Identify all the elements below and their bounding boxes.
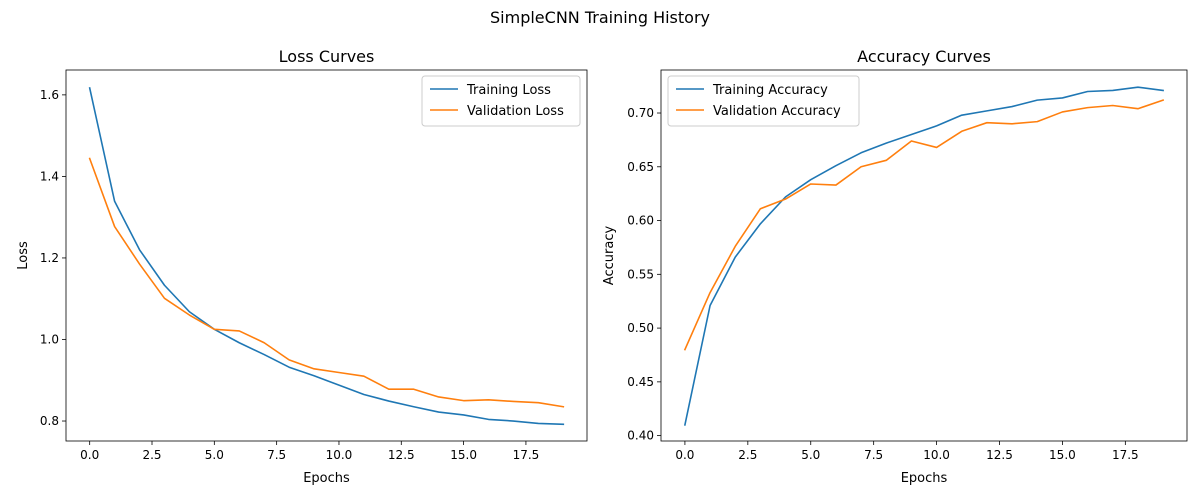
- accuracy-x-tick-label: 5.0: [801, 448, 820, 462]
- accuracy-legend-label-0: Training Accuracy: [712, 83, 828, 98]
- accuracy-y-tick-label: 0.70: [627, 106, 654, 120]
- loss-legend-box: [421, 75, 581, 127]
- accuracy-series-line-1: [683, 99, 1165, 351]
- loss-x-axis-label: Epochs: [303, 471, 350, 486]
- accuracy-legend-label-1: Validation Accuracy: [713, 104, 841, 119]
- accuracy-x-tick-label: 17.5: [1112, 448, 1139, 462]
- loss-series-line-1: [88, 157, 565, 408]
- loss-y-tick-label: 1.0: [40, 332, 59, 346]
- loss-x-tick-label: 10.0: [326, 448, 353, 462]
- accuracy-y-axis-label: Accuracy: [602, 226, 617, 286]
- loss-axes-title: Loss Curves: [279, 47, 375, 66]
- accuracy-x-tick-label: 0.0: [675, 448, 694, 462]
- accuracy-y-tick-label: 0.50: [627, 321, 654, 335]
- accuracy-y-tick-label: 0.40: [627, 429, 654, 443]
- loss-x-tick-label: 15.0: [450, 448, 477, 462]
- loss-x-tick-label: 0.0: [80, 448, 99, 462]
- loss-x-tick-label: 2.5: [142, 448, 161, 462]
- loss-y-tick-label: 1.2: [40, 251, 59, 265]
- accuracy-x-tick-label: 7.5: [864, 448, 883, 462]
- loss-legend: Training Loss Validation Loss: [421, 75, 581, 127]
- loss-y-tick-label: 1.4: [40, 169, 59, 183]
- loss-y-tick-label: 0.8: [40, 414, 59, 428]
- loss-x-tick-label: 12.5: [388, 448, 415, 462]
- loss-series-line-0: [88, 86, 565, 426]
- loss-axes: Loss Curves 0.0 2.5 5.0 7.5 10.0 12.5 15.0 17.5 0…: [16, 47, 588, 486]
- loss-x-tick-label: 5.0: [205, 448, 224, 462]
- accuracy-x-tick-label: 12.5: [986, 448, 1013, 462]
- accuracy-y-tick-label: 0.55: [627, 267, 654, 281]
- accuracy-legend-box: [667, 75, 860, 127]
- accuracy-axes: Accuracy Curves 0.0 2.5 5.0 7.5 10.0 12.5 15.0 1…: [602, 47, 1188, 486]
- accuracy-y-tick-label: 0.45: [627, 375, 654, 389]
- accuracy-axes-title: Accuracy Curves: [857, 47, 991, 66]
- loss-x-tick-label: 7.5: [267, 448, 286, 462]
- figure-suptitle: SimpleCNN Training History: [490, 8, 710, 27]
- accuracy-x-tick-label: 10.0: [923, 448, 950, 462]
- loss-legend-label-1: Validation Loss: [467, 104, 564, 119]
- accuracy-y-tick-label: 0.65: [627, 160, 654, 174]
- loss-y-tick-label: 1.6: [40, 88, 59, 102]
- accuracy-x-axis-label: Epochs: [901, 471, 948, 486]
- loss-legend-label-0: Training Loss: [466, 83, 551, 98]
- plots-layer: Loss Curves 0.0 2.5 5.0 7.5 10.0 12.5 15.0 17.5 0…: [16, 47, 1188, 486]
- loss-axes-frame: [65, 69, 588, 442]
- loss-y-axis-label: Loss: [16, 241, 31, 270]
- accuracy-series-line-0: [683, 86, 1164, 426]
- accuracy-x-tick-label: 2.5: [738, 448, 757, 462]
- loss-x-tick-label: 17.5: [513, 448, 540, 462]
- accuracy-axes-frame: [660, 69, 1188, 442]
- accuracy-y-tick-label: 0.60: [627, 214, 654, 228]
- accuracy-legend: Training Accuracy Validation Accuracy: [667, 75, 860, 127]
- accuracy-x-tick-label: 15.0: [1049, 448, 1076, 462]
